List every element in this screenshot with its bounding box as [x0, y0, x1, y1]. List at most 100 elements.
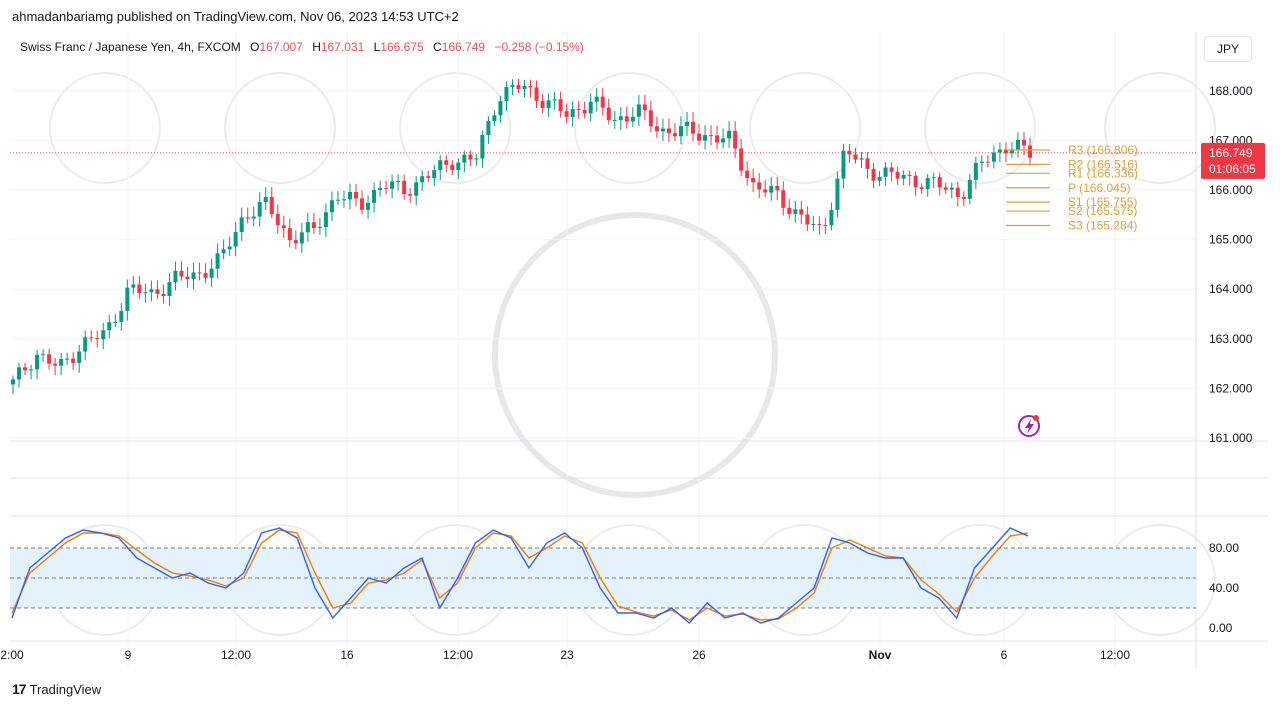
candle-body [745, 170, 750, 179]
candle-body [486, 120, 491, 135]
pivot-levels: R3 (166.806)R2 (166.516)R1 (166.336)P (1… [1006, 143, 1138, 233]
watermark-circle [399, 72, 511, 184]
lightning-icon-bolt [1025, 419, 1034, 434]
candle-body [805, 214, 810, 225]
candle-body [715, 135, 720, 143]
candle-body [967, 179, 972, 199]
candle-body [131, 284, 136, 288]
candle-body [329, 200, 334, 213]
price-tick-label: 165.000 [1209, 233, 1253, 247]
candle-body [883, 167, 888, 177]
pivot-label: R2 (166.516) [1068, 157, 1138, 171]
candle-body [847, 150, 852, 155]
time-tick-label: 12:00 [443, 648, 473, 662]
candle-body [913, 175, 918, 188]
candle-body [558, 99, 563, 112]
candle-body [179, 270, 184, 277]
candle-body [239, 217, 244, 232]
candle-body [299, 232, 304, 244]
open-value: 167.007 [259, 40, 303, 54]
price-tag-value: 166.749 [1209, 146, 1253, 160]
candle-body [167, 282, 172, 296]
candle-body [53, 363, 58, 366]
stochastic-oscillator: 80.00 40.00 0.00 [10, 527, 1239, 635]
candle-body [582, 109, 587, 114]
candle-body [781, 190, 786, 208]
pivot-label: S1 (165.755) [1068, 195, 1137, 209]
candle-body [113, 321, 118, 323]
oscillator-tick-label: 40.00 [1209, 581, 1239, 595]
candle-body [480, 134, 485, 159]
candle-body [955, 187, 960, 197]
candle-body [420, 176, 425, 183]
lightning-icon[interactable] [1018, 415, 1040, 437]
candle-body [672, 133, 677, 137]
close-label: C [433, 40, 442, 54]
tradingview-logo[interactable]: 17 TradingView [12, 681, 101, 697]
candle-body [468, 154, 473, 160]
candle-body [89, 337, 94, 339]
candle-body [83, 337, 88, 352]
candle-body [937, 177, 942, 188]
candle-body [23, 367, 28, 371]
candle-body [233, 231, 238, 247]
candle-body [600, 96, 605, 108]
open-label: O [250, 40, 260, 54]
candle-body [618, 116, 623, 120]
stoch-k-line [11, 527, 1029, 624]
stoch-d-line [11, 529, 1029, 621]
candle-body [540, 100, 545, 109]
symbol-name: Swiss Franc / Japanese Yen, 4h, FXCOM [20, 40, 241, 54]
candle-body [510, 85, 515, 87]
candle-body [624, 116, 629, 122]
time-axis: 2:00 9 12:00 16 12:00 23 26 Nov 6 12:00 [0, 648, 1130, 662]
candle-body [576, 109, 581, 111]
pivot-label: R3 (166.806) [1068, 143, 1138, 157]
candle-body [281, 225, 286, 229]
price-tick-label: 166.000 [1209, 183, 1253, 197]
candle-body [41, 354, 46, 356]
candle-body [305, 222, 310, 233]
candle-body [59, 358, 64, 366]
candle-body [396, 180, 401, 182]
candle-body [691, 121, 696, 134]
candle-body [636, 104, 641, 117]
candle-body [1015, 139, 1020, 150]
candle-body [450, 164, 455, 171]
candle-body [504, 86, 509, 102]
lightning-icon-ring [1018, 415, 1040, 437]
candle-body [552, 99, 557, 101]
candle-body [35, 354, 40, 370]
candle-body [251, 216, 256, 219]
candle-body [721, 138, 726, 143]
candle-body [492, 115, 497, 121]
candle-body [1009, 149, 1014, 154]
candle-body [474, 158, 479, 160]
candle-body [221, 249, 226, 254]
candle-body [895, 171, 900, 179]
candle-body [985, 161, 990, 163]
candle-body [859, 158, 864, 160]
currency-button[interactable]: JPY [1204, 36, 1252, 62]
price-tag-box [1201, 142, 1265, 179]
candle-body [323, 212, 328, 228]
price-tick-label: 161.000 [1209, 431, 1253, 445]
candle-body [119, 311, 124, 322]
candle-body [823, 225, 828, 227]
publisher-line: ahmadanbariamg published on TradingView.… [12, 9, 459, 24]
candle-body [528, 86, 533, 88]
candle-body [11, 379, 15, 385]
candle-body [991, 152, 996, 162]
candle-body [209, 268, 214, 278]
candle-body [961, 196, 966, 199]
watermark-circle [749, 72, 861, 184]
candle-body [684, 121, 689, 127]
last-price-tag: 166.749 01:06:05 [1201, 142, 1265, 179]
candle-body [245, 217, 250, 219]
candle-body [17, 367, 22, 380]
candle-body [408, 194, 413, 196]
candle-body [402, 180, 407, 195]
candle-body [432, 170, 437, 178]
candle-body [311, 222, 316, 229]
